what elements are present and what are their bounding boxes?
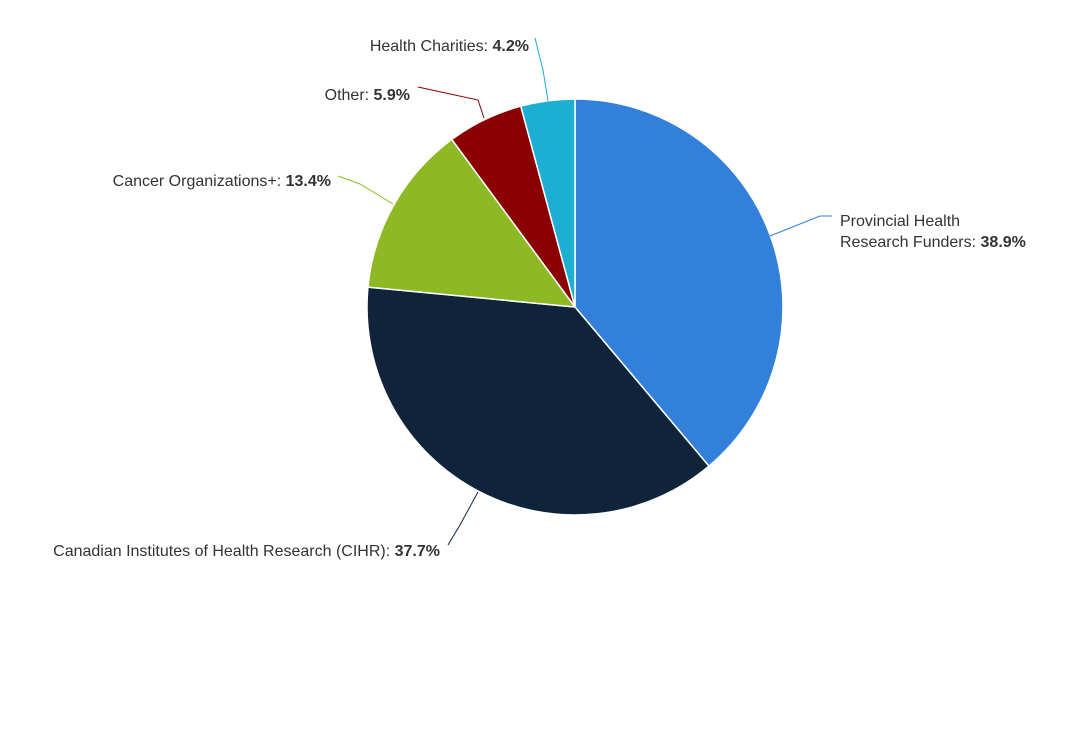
data-label: Canadian Institutes of Health Research (… xyxy=(53,543,440,560)
data-label-value: 5.9% xyxy=(374,87,410,104)
label-connector xyxy=(337,175,394,205)
pie-slice-canadian-institutes-of-health-research-cihr[interactable] xyxy=(366,286,711,516)
label-connector xyxy=(769,215,832,237)
data-label: Provincial Health Research Funders: 38.9% xyxy=(840,213,1026,251)
data-label-value: 38.9% xyxy=(981,234,1026,251)
data-label-text: Research Funders: xyxy=(840,234,981,251)
data-label-text: Cancer Organizations+: xyxy=(113,173,286,190)
data-label-text: Other: xyxy=(325,87,374,104)
data-label-text: Health Charities: xyxy=(370,38,493,55)
data-label-text: Canadian Institutes of Health Research (… xyxy=(53,543,394,560)
pie-slices xyxy=(366,98,784,516)
data-label-value: 4.2% xyxy=(493,38,529,55)
label-connector xyxy=(417,86,485,119)
pie-slice-cancer-organizations[interactable] xyxy=(367,138,577,308)
label-connector xyxy=(534,37,549,102)
data-label: Cancer Organizations+: 13.4% xyxy=(113,173,331,190)
label-connectors xyxy=(337,37,832,546)
data-label: Health Charities: 4.2% xyxy=(370,38,529,55)
data-label-text: Provincial Health xyxy=(840,213,960,230)
data-label-value: 37.7% xyxy=(395,543,440,560)
data-labels: Provincial Health Research Funders: 38.9%… xyxy=(53,38,1026,560)
data-label-value: 13.4% xyxy=(286,173,331,190)
data-label: Other: 5.9% xyxy=(325,87,410,104)
label-connector xyxy=(447,491,479,546)
